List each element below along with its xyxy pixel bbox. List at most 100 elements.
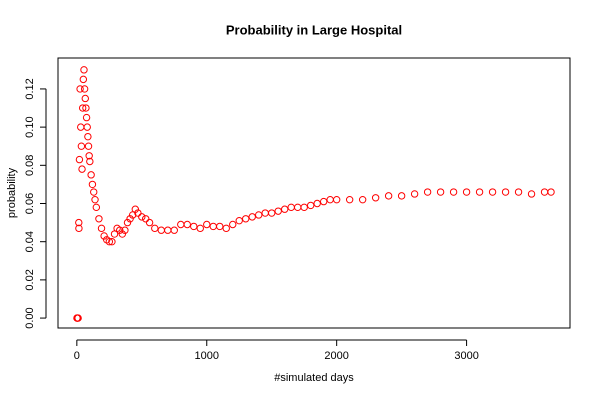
chart-title: Probability in Large Hospital [226, 22, 402, 37]
point [547, 188, 555, 196]
x-tick-label: 2000 [324, 350, 348, 362]
point [371, 194, 380, 202]
point [397, 192, 406, 200]
point [75, 155, 84, 164]
point [326, 195, 334, 204]
point [97, 224, 106, 233]
point [79, 75, 88, 84]
point [248, 213, 256, 221]
point [74, 314, 82, 322]
point [78, 104, 87, 112]
point [77, 123, 85, 131]
point [527, 190, 536, 198]
y-tick-label: 0.08 [24, 155, 36, 176]
point [196, 224, 204, 233]
point [151, 224, 159, 233]
point [268, 209, 276, 217]
point [384, 192, 393, 200]
point [190, 222, 198, 231]
point [540, 188, 549, 196]
point [436, 188, 445, 196]
point [78, 165, 86, 173]
point [242, 215, 250, 223]
point [77, 142, 86, 150]
point [358, 195, 367, 204]
point [410, 190, 419, 198]
point [475, 188, 484, 196]
point [95, 215, 103, 223]
point [131, 205, 140, 213]
point [313, 199, 321, 208]
point [332, 195, 341, 204]
point [203, 220, 211, 229]
point [116, 226, 124, 234]
point [345, 195, 354, 204]
point [84, 142, 93, 150]
point [80, 66, 88, 74]
point [126, 215, 134, 223]
point [134, 209, 142, 217]
point [118, 230, 127, 238]
point [92, 203, 101, 212]
x-tick-label: 0 [74, 350, 80, 362]
point [105, 237, 114, 246]
point [75, 224, 83, 233]
point [514, 188, 523, 196]
point [229, 220, 237, 229]
point [82, 113, 91, 122]
point [100, 232, 108, 240]
point [138, 213, 146, 221]
point [319, 197, 328, 206]
point [183, 220, 191, 229]
point [281, 205, 289, 213]
point [222, 224, 230, 233]
point [287, 203, 295, 212]
point [488, 188, 497, 196]
point [75, 218, 83, 227]
point [164, 226, 172, 234]
point [501, 188, 510, 196]
point [83, 123, 91, 131]
point [423, 188, 432, 196]
point [157, 226, 165, 234]
point [216, 222, 224, 231]
point [141, 215, 150, 223]
point [85, 152, 93, 160]
point [86, 157, 94, 166]
point [235, 216, 243, 225]
point [123, 218, 132, 227]
y-tick-label: 0.04 [24, 231, 36, 252]
point [449, 188, 458, 196]
point [90, 188, 98, 196]
point [462, 188, 471, 196]
x-tick-label: 3000 [454, 350, 478, 362]
point [177, 220, 185, 229]
y-tick-label: 0.06 [24, 193, 36, 214]
point [91, 195, 99, 204]
point [87, 171, 95, 179]
point [88, 180, 97, 189]
point [81, 94, 89, 103]
point [145, 218, 154, 227]
point [209, 222, 217, 231]
point [306, 201, 315, 210]
point [82, 104, 90, 112]
point [293, 203, 302, 212]
point [121, 226, 129, 234]
point [84, 132, 92, 141]
x-axis-label: #simulated days [274, 372, 354, 384]
y-tick-label: 0.00 [24, 307, 36, 328]
point [274, 207, 282, 215]
y-tick-label: 0.02 [24, 269, 36, 290]
point [170, 226, 178, 234]
point [300, 203, 308, 212]
y-tick-label: 0.12 [24, 78, 36, 99]
y-tick-label: 0.10 [24, 116, 36, 137]
plot-frame [57, 57, 571, 329]
y-axis-label: probability [6, 167, 18, 218]
x-tick-label: 1000 [195, 350, 219, 362]
point [108, 237, 116, 246]
point [80, 85, 89, 93]
point [261, 209, 269, 217]
